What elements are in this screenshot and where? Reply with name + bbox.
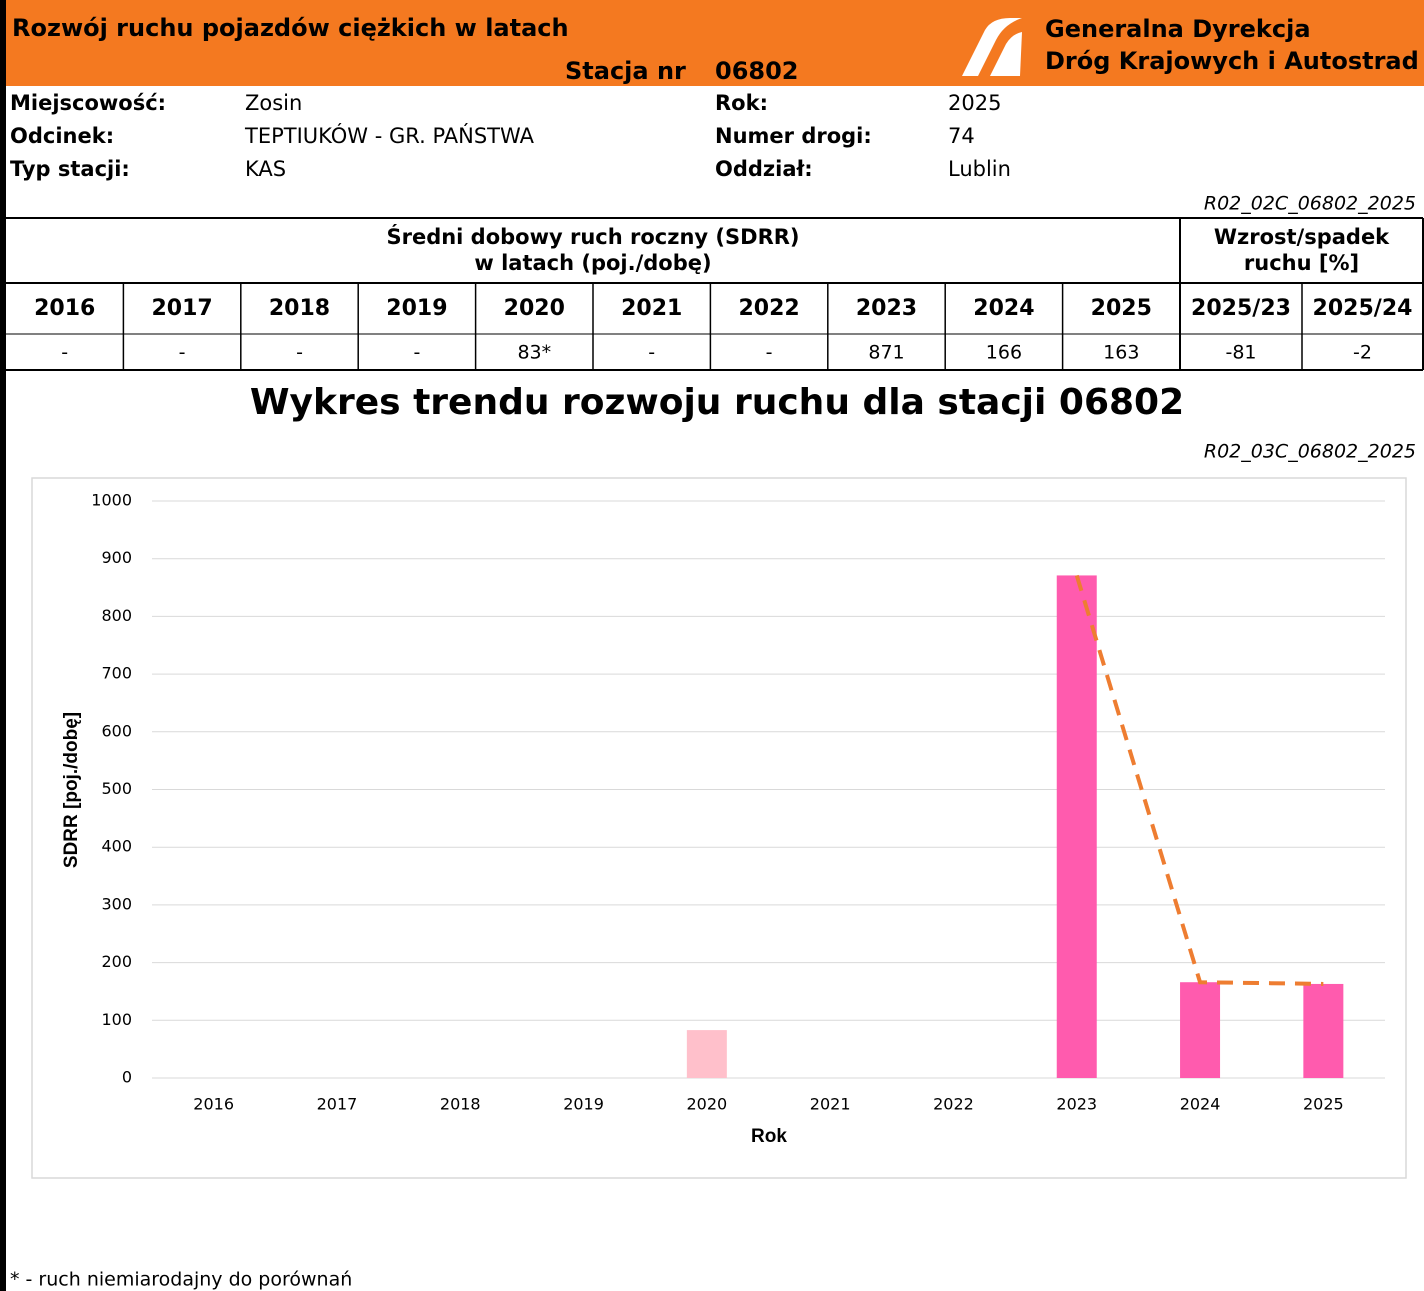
table-group-header: Średni dobowy ruch roczny (SDRR)	[386, 224, 799, 249]
info-value: Lublin	[948, 157, 1011, 181]
y-tick-label: 100	[101, 1010, 132, 1029]
table-column-header: 2022	[738, 296, 799, 321]
header-bar	[0, 0, 1424, 86]
table-cell: 166	[986, 342, 1022, 364]
x-tick-label: 2025	[1303, 1095, 1344, 1114]
x-tick-label: 2024	[1180, 1095, 1221, 1114]
info-label: Typ stacji:	[10, 157, 130, 181]
info-value: 74	[948, 124, 975, 148]
chart-title: Wykres trendu rozwoju ruchu dla stacji 0…	[250, 382, 1184, 423]
y-tick-label: 1000	[91, 491, 132, 510]
table-column-header: 2016	[34, 296, 95, 321]
table-cell: 871	[868, 342, 904, 364]
footnote: * - ruch niemiarodajny do porównań	[10, 1269, 352, 1291]
y-tick-label: 900	[101, 548, 132, 567]
info-label: Oddział:	[715, 157, 813, 181]
table-cell: -	[61, 342, 68, 364]
logo	[962, 18, 1022, 76]
x-tick-label: 2016	[193, 1095, 234, 1114]
y-tick-label: 600	[101, 721, 132, 740]
info-value: 2025	[948, 91, 1001, 115]
table-column-header: 2020	[504, 296, 565, 321]
table-column-header: 2023	[856, 296, 917, 321]
table-column-header: 2021	[621, 296, 682, 321]
table-cell: -2	[1353, 342, 1372, 364]
info-value: Zosin	[245, 91, 302, 115]
station-number: 06802	[715, 57, 799, 85]
org-name: Dróg Krajowych i Autostrad	[1045, 47, 1419, 75]
info-value: KAS	[245, 157, 286, 181]
table-column-header: 2025	[1091, 296, 1152, 321]
table-cell: -	[766, 342, 773, 364]
y-tick-label: 200	[101, 952, 132, 971]
table-column-header: 2017	[151, 296, 212, 321]
info-label: Odcinek:	[10, 124, 114, 148]
x-tick-label: 2023	[1056, 1095, 1097, 1114]
table-column-header: 2018	[269, 296, 330, 321]
table-change-header: Wzrost/spadek	[1214, 225, 1390, 249]
report-code: R02_02C_06802_2025	[1204, 193, 1416, 215]
content: Rozwój ruchu pojazdów ciężkich w latach S…	[6, 14, 1424, 1291]
table-cell: -	[296, 342, 303, 364]
table-column-header: 2025/24	[1313, 296, 1413, 321]
header-title: Rozwój ruchu pojazdów ciężkich w latach	[12, 14, 569, 42]
chart-frame	[31, 477, 1407, 1179]
info-label: Rok:	[715, 91, 768, 115]
left-border	[0, 0, 6, 1291]
table-cell: 163	[1103, 342, 1139, 364]
table-group-header: w latach (poj./dobę)	[474, 251, 711, 275]
bar	[1180, 982, 1221, 1078]
bar	[686, 1030, 727, 1078]
x-tick-label: 2020	[686, 1095, 727, 1114]
table-column-header: 2025/23	[1191, 296, 1291, 321]
trend-line	[1074, 574, 1324, 986]
bar	[1056, 575, 1097, 1078]
x-tick-label: 2019	[563, 1095, 604, 1114]
y-tick-label: 500	[101, 779, 132, 798]
y-tick-label: 0	[122, 1068, 132, 1087]
table-cell: -81	[1225, 342, 1256, 364]
info-label: Miejscowość:	[10, 91, 166, 115]
y-tick-label: 800	[101, 606, 132, 625]
table-cell: -	[179, 342, 186, 364]
x-tick-label: 2022	[933, 1095, 974, 1114]
table-change-header: ruchu [%]	[1244, 251, 1359, 275]
table-cell: -	[648, 342, 655, 364]
x-tick-label: 2018	[440, 1095, 481, 1114]
table-cell: 83*	[517, 342, 551, 364]
y-tick-label: 700	[101, 664, 132, 683]
chart-code: R02_03C_06802_2025	[1204, 441, 1416, 463]
x-axis-title: Rok	[751, 1126, 787, 1147]
bar	[1303, 983, 1344, 1078]
y-tick-label: 300	[101, 894, 132, 913]
x-tick-label: 2021	[810, 1095, 851, 1114]
y-axis-title: SDRR [poj./dobę]	[61, 712, 82, 868]
table-column-header: 2019	[386, 296, 447, 321]
info-label: Numer drogi:	[715, 124, 872, 148]
table-cell: -	[413, 342, 420, 364]
station-label: Stacja nr	[565, 57, 686, 85]
org-name: Generalna Dyrekcja	[1045, 15, 1311, 43]
info-value: TEPTIUKÓW - GR. PAŃSTWA	[244, 123, 535, 148]
table-column-header: 2024	[973, 296, 1034, 321]
y-tick-label: 400	[101, 837, 132, 856]
x-tick-label: 2017	[317, 1095, 358, 1114]
